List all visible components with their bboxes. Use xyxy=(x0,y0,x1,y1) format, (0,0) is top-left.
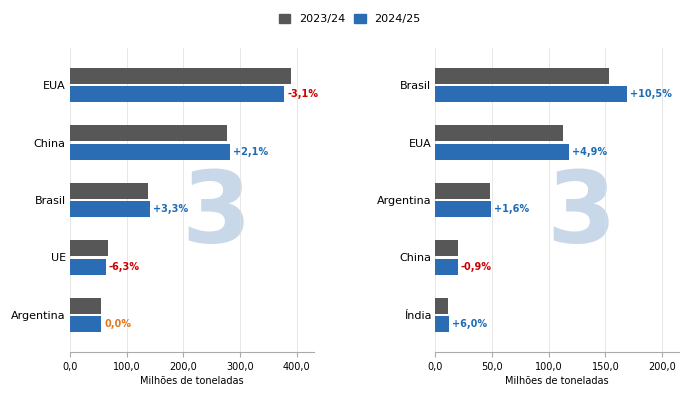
Bar xyxy=(70,316,101,332)
Text: -6,3%: -6,3% xyxy=(108,262,139,272)
Bar xyxy=(70,68,291,84)
Bar xyxy=(70,183,148,199)
Bar xyxy=(435,316,449,332)
Text: +3,3%: +3,3% xyxy=(153,204,188,214)
X-axis label: Milhões de toneladas: Milhões de toneladas xyxy=(140,376,244,386)
Bar xyxy=(70,240,108,256)
Text: +6,0%: +6,0% xyxy=(452,319,487,329)
Text: 3: 3 xyxy=(181,167,251,264)
Bar xyxy=(435,258,458,274)
Bar xyxy=(70,86,284,102)
Bar xyxy=(435,86,627,102)
Bar xyxy=(435,126,564,142)
Bar xyxy=(70,298,101,314)
Legend: 2023/24, 2024/25: 2023/24, 2024/25 xyxy=(275,10,425,28)
Bar xyxy=(70,144,230,160)
Text: +10,5%: +10,5% xyxy=(630,90,672,100)
Bar xyxy=(435,240,458,256)
Text: +1,6%: +1,6% xyxy=(494,204,529,214)
Bar xyxy=(435,298,448,314)
Text: -0,9%: -0,9% xyxy=(461,262,492,272)
Bar xyxy=(70,201,150,217)
Text: +4,9%: +4,9% xyxy=(572,147,607,157)
Bar xyxy=(435,201,491,217)
X-axis label: Milhões de toneladas: Milhões de toneladas xyxy=(505,376,609,386)
Bar xyxy=(435,183,490,199)
Text: 3: 3 xyxy=(547,167,617,264)
Text: -3,1%: -3,1% xyxy=(287,90,318,100)
Bar xyxy=(435,68,609,84)
Text: 0,0%: 0,0% xyxy=(104,319,131,329)
Bar xyxy=(70,126,227,142)
Bar xyxy=(435,144,569,160)
Bar xyxy=(70,258,106,274)
Text: +2,1%: +2,1% xyxy=(233,147,268,157)
